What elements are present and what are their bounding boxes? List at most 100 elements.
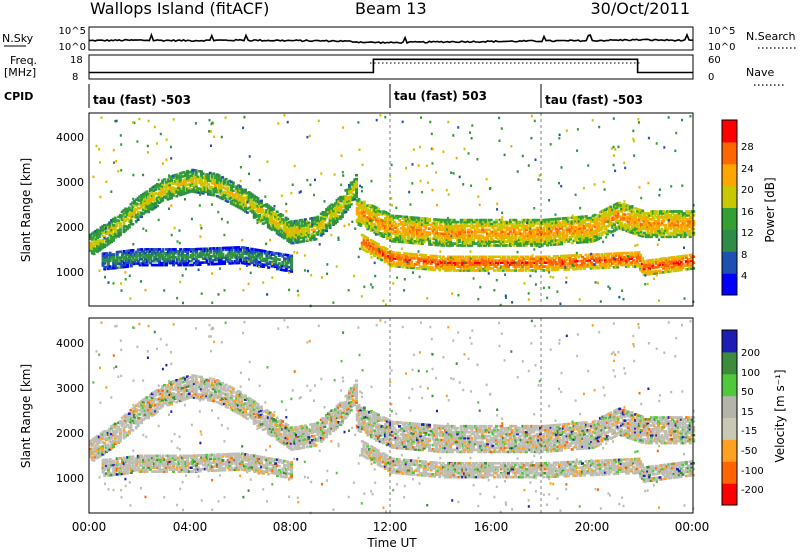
heatmap-cell bbox=[687, 221, 690, 225]
heatmap-cell bbox=[576, 235, 579, 238]
heatmap-cell bbox=[630, 229, 634, 232]
heatmap-cell bbox=[403, 239, 407, 242]
heatmap-cell bbox=[498, 242, 502, 245]
heatmap-cell bbox=[366, 216, 370, 219]
heatmap-cell bbox=[471, 259, 475, 262]
heatmap-cell bbox=[219, 177, 223, 180]
heatmap-cell bbox=[445, 224, 449, 228]
heatmap-cell bbox=[537, 238, 541, 241]
heatmap-cell bbox=[166, 190, 170, 193]
heatmap-cell bbox=[394, 230, 398, 233]
heatmap-cell bbox=[669, 231, 673, 235]
heatmap-cell bbox=[228, 191, 232, 194]
heatmap-cell bbox=[170, 177, 173, 180]
heatmap-cell bbox=[568, 228, 572, 231]
heatmap-cell bbox=[286, 221, 290, 225]
heatmap-cell bbox=[440, 257, 444, 260]
heatmap-cell bbox=[147, 193, 151, 196]
heatmap-cell bbox=[408, 260, 412, 264]
heatmap-cell bbox=[443, 224, 447, 228]
heatmap-cell bbox=[401, 265, 405, 269]
heatmap-cell bbox=[293, 227, 297, 231]
heatmap-cell bbox=[558, 227, 562, 230]
heatmap-cell bbox=[242, 191, 246, 194]
heatmap-cell bbox=[674, 214, 678, 217]
heatmap-cell bbox=[282, 223, 286, 226]
heatmap-cell bbox=[337, 197, 341, 200]
heatmap-cell bbox=[410, 235, 414, 239]
heatmap-cell bbox=[389, 235, 393, 238]
heatmap-cell bbox=[455, 261, 459, 264]
noise-panel: N.Sky 10^5 10^0 10^5 10^0 N.Search bbox=[2, 26, 798, 53]
heatmap-cell bbox=[289, 231, 293, 235]
heatmap-cell bbox=[147, 197, 151, 200]
heatmap-cell bbox=[270, 206, 274, 210]
heatmap-cell bbox=[523, 230, 527, 234]
heatmap-cell bbox=[284, 224, 288, 227]
heatmap-cell bbox=[307, 223, 311, 227]
heatmap-cell bbox=[491, 234, 495, 238]
heatmap-cell bbox=[307, 221, 311, 225]
heatmap-cell bbox=[427, 266, 431, 269]
heatmap-cell bbox=[124, 213, 128, 216]
heatmap-cell bbox=[678, 214, 682, 217]
heatmap-cell bbox=[505, 224, 509, 228]
heatmap-cell bbox=[265, 220, 269, 224]
heatmap-cell bbox=[298, 219, 302, 222]
heatmap-cell bbox=[424, 231, 428, 234]
heatmap-cell bbox=[284, 230, 288, 233]
heatmap-cell bbox=[417, 259, 421, 262]
heatmap-cell bbox=[265, 214, 269, 218]
heatmap-cell bbox=[577, 227, 581, 231]
heatmap-cell bbox=[168, 195, 172, 198]
heatmap-cell bbox=[405, 221, 409, 225]
heatmap-cell bbox=[368, 209, 372, 212]
heatmap-cell bbox=[161, 187, 165, 190]
heatmap-cell bbox=[296, 229, 300, 232]
heatmap-cell bbox=[664, 216, 668, 219]
heatmap-cell bbox=[366, 236, 370, 240]
heatmap-cell bbox=[94, 233, 98, 237]
heatmap-cell bbox=[651, 216, 655, 219]
heatmap-cell bbox=[480, 228, 484, 232]
heatmap-cell bbox=[385, 211, 389, 215]
heatmap-cell bbox=[509, 222, 512, 226]
heatmap-cell bbox=[355, 212, 359, 216]
heatmap-cell bbox=[92, 244, 96, 248]
heatmap-cell bbox=[500, 228, 504, 232]
heatmap-cell bbox=[355, 181, 358, 185]
heatmap-cell bbox=[150, 204, 154, 207]
heatmap-cell bbox=[623, 217, 627, 220]
heatmap-cell bbox=[429, 254, 433, 258]
heatmap-cell bbox=[342, 195, 346, 199]
heatmap-cell bbox=[461, 234, 465, 238]
heatmap-cell bbox=[361, 221, 365, 224]
heatmap-cell bbox=[96, 234, 99, 238]
heatmap-cell bbox=[373, 240, 377, 244]
heatmap-cell bbox=[650, 218, 653, 221]
heatmap-cell bbox=[456, 244, 460, 247]
heatmap-cell bbox=[415, 218, 419, 222]
heatmap-cell bbox=[330, 219, 334, 222]
heatmap-cell bbox=[484, 259, 488, 262]
heatmap-cell bbox=[272, 227, 276, 231]
heatmap-cell bbox=[231, 199, 235, 202]
heatmap-cell bbox=[445, 238, 449, 241]
heatmap-cell bbox=[604, 210, 608, 213]
heatmap-cell bbox=[479, 234, 483, 238]
heatmap-cell bbox=[120, 210, 124, 214]
heatmap-cell bbox=[110, 238, 114, 242]
heatmap-cell bbox=[547, 224, 551, 227]
heatmap-cell bbox=[639, 253, 643, 257]
heatmap-cell bbox=[268, 213, 272, 217]
heatmap-cell bbox=[433, 268, 436, 272]
heatmap-cell bbox=[597, 227, 601, 231]
heatmap-cell bbox=[312, 222, 316, 226]
heatmap-cell bbox=[634, 230, 638, 234]
heatmap-cell bbox=[203, 180, 207, 184]
heatmap-cell bbox=[254, 199, 258, 203]
heatmap-cell bbox=[147, 200, 151, 204]
heatmap-cell bbox=[349, 197, 353, 200]
heatmap-cell bbox=[473, 257, 477, 261]
heatmap-cell bbox=[390, 258, 394, 262]
